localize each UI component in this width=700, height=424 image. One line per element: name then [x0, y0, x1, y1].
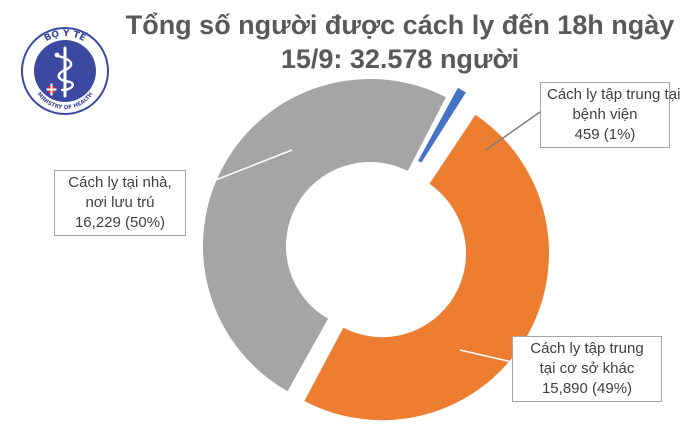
slice-other-facility-isolation	[301, 111, 551, 423]
data-label-line: Cách ly tập trung	[530, 340, 644, 357]
data-label-value: 459 (1%)	[574, 126, 636, 143]
data-label-line: nơi lưu trú	[85, 194, 155, 211]
data-label-home-isolation: Cách ly tại nhà, nơi lưu trú 16,229 (50%…	[54, 170, 186, 236]
leader-line-hospital-isolation	[485, 111, 541, 151]
leader-line-home-isolation	[184, 149, 293, 193]
data-label-line: tại cơ sở khác	[539, 360, 635, 377]
svg-text:BỘ Y TẾ: BỘ Y TẾ	[43, 28, 89, 44]
data-label-value: 16,229 (50%)	[74, 214, 166, 231]
data-label-line: Cách ly tập trung tại	[547, 86, 681, 103]
chart-title-line-2: 15/9: 32.578 người	[280, 44, 520, 74]
chart-title-line-1: Tổng số người được cách ly đến 18h ngày	[125, 10, 675, 40]
slice-home-isolation	[201, 77, 449, 394]
ministry-of-health-logo: BỘ Y TẾ MINISTRY OF HEALTH	[21, 27, 109, 115]
data-label-line: bệnh viện	[572, 106, 638, 123]
slice-hospital-isolation	[415, 85, 469, 166]
leader-line-other-facility-isolation	[459, 349, 513, 363]
data-label-other-facility-isolation: Cách ly tập trung tại cơ sở khác 15,890 …	[512, 336, 662, 402]
data-label-line: Cách ly tại nhà,	[68, 174, 172, 191]
data-label-hospital-isolation: Cách ly tập trung tại bệnh viện 459 (1%)	[540, 82, 681, 148]
data-label-value: 15,890 (49%)	[541, 380, 633, 397]
